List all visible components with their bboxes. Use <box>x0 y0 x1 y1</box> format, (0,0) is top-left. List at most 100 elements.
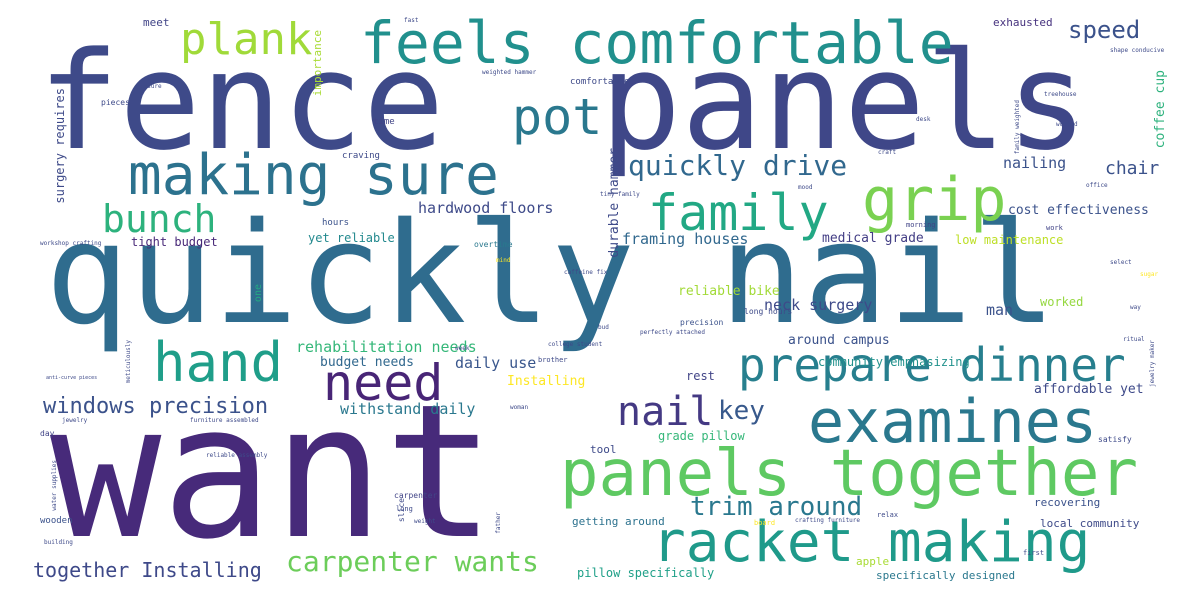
cloud-word: yet reliable <box>308 231 395 245</box>
cloud-word: quickly drive <box>628 149 848 182</box>
cloud-word: quickly nail <box>45 193 1057 356</box>
cloud-word: treehouse <box>1044 91 1077 98</box>
cloud-word: together Installing <box>33 558 262 582</box>
cloud-word: ritual <box>1123 336 1145 343</box>
cloud-word: community emphasizing <box>818 355 970 369</box>
cloud-word: examines <box>808 387 1097 457</box>
cloud-word: man <box>986 301 1014 319</box>
cloud-word: affordable yet <box>1034 382 1144 397</box>
cloud-word: getting around <box>572 515 665 528</box>
cloud-word: worked <box>1040 295 1084 309</box>
cloud-word: furniture assembled <box>190 417 259 424</box>
cloud-word: pot <box>512 88 603 146</box>
cloud-word: low maintenance <box>955 233 1064 247</box>
cloud-word: father <box>495 512 502 534</box>
cloud-word: meticulously <box>125 340 132 384</box>
cloud-word: specifically designed <box>876 569 1016 582</box>
cloud-word: coffee cup <box>1153 70 1168 149</box>
cloud-word: time <box>373 117 395 127</box>
cloud-word: comfortable <box>570 77 630 87</box>
cloud-word: week <box>455 345 470 352</box>
cloud-word: exhausted <box>993 16 1053 29</box>
cloud-word: prepare dinner <box>738 338 1126 392</box>
cloud-word: panels together <box>560 437 1138 511</box>
cloud-word: brother <box>538 356 568 364</box>
cloud-word: board <box>754 519 776 527</box>
cloud-word: bud <box>598 324 609 331</box>
cloud-word: jewelry maker <box>1149 340 1156 387</box>
cloud-word: family <box>648 184 829 242</box>
cloud-word: grade pillow <box>658 429 745 443</box>
cloud-word: reliable bike <box>678 284 780 299</box>
cloud-word: medical grade <box>822 231 924 246</box>
cloud-word: rehabilitation needs <box>296 338 477 356</box>
cloud-word: cost effectiveness <box>1008 203 1149 218</box>
cloud-word: hand <box>153 331 284 394</box>
cloud-word: satisfy <box>1098 435 1132 444</box>
cloud-word: caffeine fix <box>564 269 608 276</box>
cloud-word: desk <box>916 116 931 123</box>
cloud-word: precision <box>680 318 724 327</box>
cloud-word: fast <box>404 17 419 24</box>
cloud-word: weighted hammer <box>482 69 537 76</box>
cloud-word: family weighted <box>1014 100 1021 155</box>
cloud-word: shape conducive <box>1110 47 1165 54</box>
cloud-word: morning <box>906 221 936 229</box>
cloud-word: need <box>323 354 444 412</box>
cloud-word: perfectly attached <box>640 329 706 336</box>
cloud-word: surgery requires <box>53 88 67 204</box>
cloud-word: want <box>50 364 496 580</box>
cloud-word: feels comfortable <box>360 9 954 77</box>
cloud-word: tool <box>590 443 617 456</box>
cloud-word: carpenter <box>394 491 438 500</box>
cloud-word: making sure <box>128 143 499 208</box>
cloud-word: panels <box>600 23 1088 180</box>
cloud-word: local community <box>1040 517 1140 530</box>
cloud-word: work <box>1046 224 1063 232</box>
cloud-word: anti-curve pieces <box>46 375 98 381</box>
cloud-word: water supplies <box>51 460 58 511</box>
cloud-word: select <box>1110 259 1132 266</box>
cloud-word: speed <box>1068 16 1141 44</box>
cloud-word: trim around <box>690 492 863 522</box>
cloud-word: wooden <box>40 516 73 526</box>
cloud-word: tight budget <box>131 235 218 249</box>
cloud-word: building <box>44 539 73 546</box>
cloud-word: chair <box>1105 158 1160 179</box>
cloud-word: sugar <box>1140 271 1159 278</box>
cloud-word: hardwood floors <box>418 199 554 217</box>
cloud-word: mood <box>798 184 813 191</box>
cloud-word: craving <box>342 151 380 161</box>
cloud-word: apple <box>856 555 890 568</box>
cloud-word: racket making <box>652 510 1091 575</box>
cloud-word: budget needs <box>320 355 414 370</box>
cloud-word: framing houses <box>622 230 749 248</box>
cloud-word: day <box>40 429 55 438</box>
cloud-word: Installing <box>507 374 586 389</box>
cloud-word: pieces <box>101 98 130 107</box>
cloud-word: plank <box>180 14 313 65</box>
cloud-word: college student <box>548 341 603 348</box>
cloud-word: around campus <box>788 333 890 348</box>
cloud-word: withstand daily <box>340 400 476 418</box>
cloud-word: reliable assembly <box>206 452 268 459</box>
cloud-word: jewelry <box>62 417 88 424</box>
cloud-word: overtime <box>474 240 513 249</box>
cloud-word: fence <box>38 23 445 180</box>
cloud-word: long hours <box>744 307 793 316</box>
cloud-word: relax <box>877 511 899 519</box>
cloud-word: mind <box>496 257 511 264</box>
cloud-word: daily use <box>455 354 537 372</box>
cloud-word: grip <box>862 165 1007 235</box>
cloud-word: first <box>1023 549 1045 557</box>
cloud-word: office <box>1086 182 1108 189</box>
cloud-word: rest <box>686 369 715 383</box>
cloud-word: nail <box>617 389 714 435</box>
cloud-word: recovering <box>1034 496 1101 509</box>
cloud-word: tiny family <box>600 191 640 198</box>
cloud-word: weight <box>414 518 436 525</box>
cloud-word: one <box>253 284 264 303</box>
cloud-word: bunch <box>102 197 217 241</box>
cloud-word: ensure <box>140 83 162 90</box>
cloud-word: key <box>718 396 765 426</box>
